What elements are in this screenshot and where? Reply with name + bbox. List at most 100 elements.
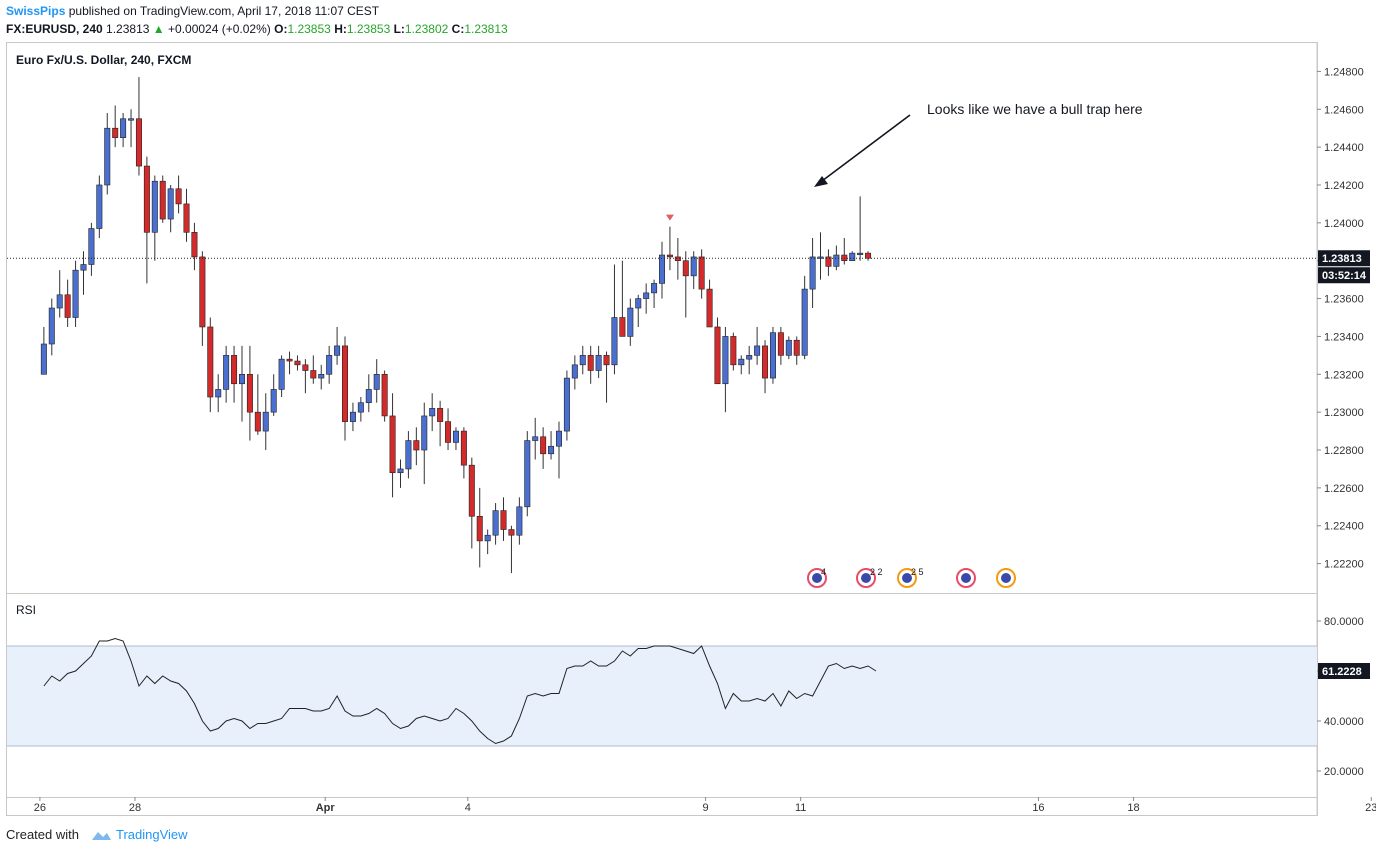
- tradingview-link[interactable]: TradingView: [116, 827, 188, 842]
- candle-bullish[interactable]: [128, 118, 135, 121]
- candle-bearish[interactable]: [476, 515, 483, 542]
- candle-bullish[interactable]: [318, 373, 325, 379]
- candle-bullish[interactable]: [738, 358, 745, 366]
- candle-bullish[interactable]: [270, 389, 277, 413]
- candle-bullish[interactable]: [365, 389, 372, 403]
- candle-bullish[interactable]: [849, 252, 856, 262]
- candle-bearish[interactable]: [666, 254, 673, 258]
- candle-bullish[interactable]: [579, 355, 586, 366]
- candle-bearish[interactable]: [508, 529, 515, 536]
- candle-bullish[interactable]: [571, 364, 578, 379]
- candle-bearish[interactable]: [246, 373, 253, 413]
- candle-bullish[interactable]: [452, 430, 459, 443]
- candle-bullish[interactable]: [801, 288, 808, 356]
- candle-bullish[interactable]: [278, 358, 285, 390]
- candle-bearish[interactable]: [207, 326, 214, 398]
- candle-bullish[interactable]: [72, 269, 79, 318]
- candle-bearish[interactable]: [762, 345, 769, 379]
- candle-bearish[interactable]: [540, 436, 547, 455]
- candle-bullish[interactable]: [151, 180, 158, 233]
- candle-bullish[interactable]: [40, 343, 47, 375]
- candle-bullish[interactable]: [357, 402, 364, 413]
- candle-bearish[interactable]: [825, 256, 832, 267]
- candle-bearish[interactable]: [254, 411, 261, 432]
- candle-bearish[interactable]: [389, 415, 396, 474]
- candle-bearish[interactable]: [159, 180, 166, 220]
- candle-bullish[interactable]: [555, 430, 562, 447]
- candle-bearish[interactable]: [191, 232, 198, 258]
- candle-bearish[interactable]: [437, 408, 444, 422]
- candle-bullish[interactable]: [595, 355, 602, 371]
- annotation-text[interactable]: Looks like we have a bull trap here: [927, 101, 1143, 117]
- candle-bullish[interactable]: [104, 127, 111, 186]
- candle-bullish[interactable]: [769, 332, 776, 379]
- candle-bullish[interactable]: [643, 292, 650, 299]
- candle-bullish[interactable]: [563, 377, 570, 432]
- candle-bearish[interactable]: [381, 373, 388, 417]
- candle-bullish[interactable]: [349, 411, 356, 422]
- candle-bullish[interactable]: [809, 256, 816, 290]
- candle-bearish[interactable]: [175, 188, 182, 205]
- candle-bearish[interactable]: [777, 332, 784, 356]
- candle-bearish[interactable]: [231, 355, 238, 385]
- candle-bullish[interactable]: [397, 468, 404, 474]
- candle-bullish[interactable]: [635, 298, 642, 309]
- candle-bearish[interactable]: [619, 317, 626, 337]
- candle-bullish[interactable]: [48, 307, 55, 345]
- candle-bullish[interactable]: [754, 345, 761, 356]
- candle-bearish[interactable]: [603, 355, 610, 366]
- candle-bullish[interactable]: [96, 184, 103, 229]
- candle-bearish[interactable]: [706, 288, 713, 328]
- candle-bearish[interactable]: [500, 510, 507, 530]
- candle-bearish[interactable]: [64, 294, 71, 318]
- candle-bullish[interactable]: [223, 355, 230, 390]
- candle-bearish[interactable]: [730, 336, 737, 366]
- candle-bullish[interactable]: [651, 283, 658, 294]
- candle-bullish[interactable]: [746, 355, 753, 360]
- candle-bullish[interactable]: [857, 252, 864, 255]
- candle-bullish[interactable]: [262, 411, 269, 432]
- candle-bullish[interactable]: [421, 415, 428, 451]
- candle-bullish[interactable]: [167, 188, 174, 220]
- candle-bullish[interactable]: [326, 355, 333, 375]
- candle-bearish[interactable]: [682, 260, 689, 277]
- candle-bullish[interactable]: [373, 373, 380, 390]
- candle-bearish[interactable]: [413, 440, 420, 451]
- candle-bearish[interactable]: [714, 326, 721, 385]
- candle-bearish[interactable]: [445, 421, 452, 443]
- candle-bearish[interactable]: [587, 355, 594, 371]
- candle-bullish[interactable]: [88, 228, 95, 265]
- candle-bearish[interactable]: [310, 370, 317, 379]
- candle-bullish[interactable]: [405, 440, 412, 470]
- candle-bearish[interactable]: [674, 256, 681, 262]
- candle-bullish[interactable]: [80, 264, 87, 271]
- candle-bearish[interactable]: [468, 464, 475, 517]
- candle-bullish[interactable]: [548, 445, 555, 455]
- candle-bearish[interactable]: [294, 360, 301, 366]
- candle-bearish[interactable]: [460, 430, 467, 466]
- candle-bullish[interactable]: [492, 510, 499, 536]
- candle-bearish[interactable]: [698, 256, 705, 290]
- candle-bullish[interactable]: [238, 373, 245, 385]
- candle-bearish[interactable]: [135, 118, 142, 167]
- candle-bullish[interactable]: [659, 254, 666, 284]
- candle-bullish[interactable]: [627, 307, 634, 337]
- candle-bullish[interactable]: [785, 339, 792, 356]
- candle-bullish[interactable]: [524, 440, 531, 508]
- candle-bullish[interactable]: [611, 317, 618, 366]
- candle-bullish[interactable]: [833, 254, 840, 267]
- candle-bearish[interactable]: [286, 358, 293, 362]
- candle-bearish[interactable]: [112, 127, 119, 138]
- annotation-arrow[interactable]: [817, 114, 911, 185]
- candle-bullish[interactable]: [532, 436, 539, 441]
- candle-bullish[interactable]: [334, 345, 341, 356]
- candle-bullish[interactable]: [120, 118, 127, 138]
- author-name[interactable]: SwissPips: [6, 4, 66, 18]
- candle-bullish[interactable]: [516, 506, 523, 536]
- candle-bullish[interactable]: [484, 534, 491, 542]
- candle-bearish[interactable]: [342, 345, 349, 422]
- candle-bullish[interactable]: [215, 389, 222, 398]
- candle-bearish[interactable]: [199, 256, 206, 328]
- candle-bullish[interactable]: [56, 294, 63, 309]
